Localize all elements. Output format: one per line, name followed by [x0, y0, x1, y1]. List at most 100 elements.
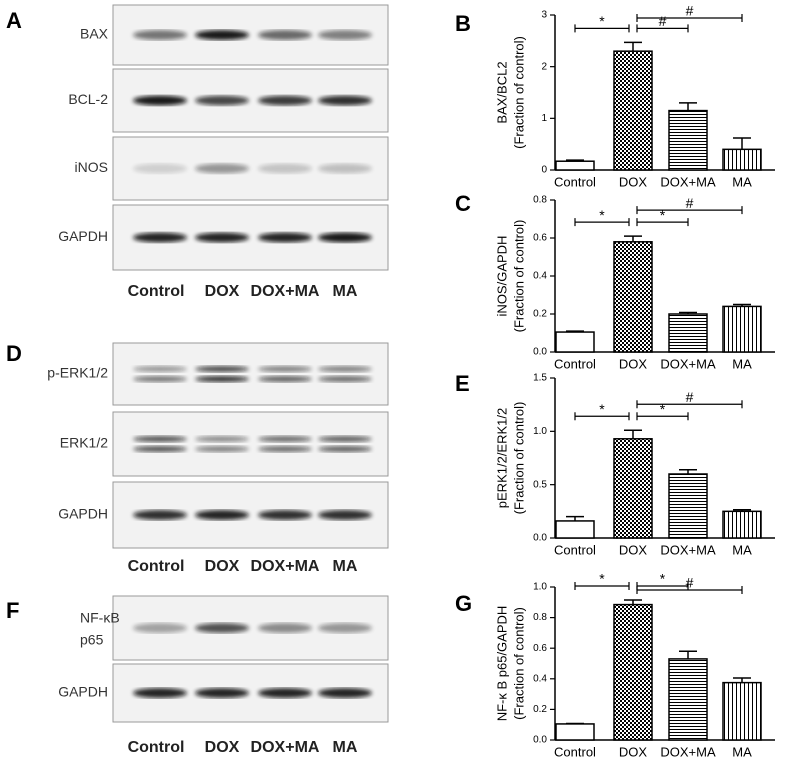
y-tick-label: 0 [541, 165, 547, 176]
blot-band [318, 688, 372, 698]
blot-band [133, 623, 187, 633]
bar [722, 305, 762, 353]
blot-band [318, 30, 372, 40]
significance-label: * [599, 13, 605, 29]
blot-band [318, 366, 372, 372]
blot-band [195, 446, 249, 452]
y-tick-label: 0.0 [533, 347, 547, 358]
significance-label: * [599, 401, 605, 417]
row-label: p65 [80, 632, 104, 648]
blot-band [133, 510, 187, 520]
significance-label: * [660, 401, 666, 417]
significance-label: * [599, 207, 605, 223]
bar [613, 50, 653, 171]
blot-band [195, 623, 249, 633]
row-label: GAPDH [58, 684, 108, 700]
x-tick-label: MA [732, 744, 752, 759]
panel-letter: D [6, 341, 22, 366]
lane-label: Control [128, 739, 185, 756]
blot-band [258, 95, 312, 106]
blot-band [195, 163, 249, 174]
blot-band [258, 436, 312, 442]
row-label: BAX [80, 26, 109, 42]
blot-band [195, 436, 249, 442]
bar [555, 331, 595, 353]
blot-band [195, 688, 249, 698]
blot-band [318, 232, 372, 243]
y-tick-label: 1 [541, 113, 547, 124]
blot-strip [112, 342, 389, 406]
row-label: NF-κB [80, 610, 120, 626]
blot-band [258, 376, 312, 382]
y-axis-label: BAX/BCL2 [494, 61, 509, 123]
blot-band [318, 623, 372, 633]
lane-label: MA [333, 558, 358, 575]
blot-band [195, 232, 249, 243]
y-axis-label: (Fraction of control) [511, 402, 526, 515]
lane-label: DOX+MA [251, 283, 320, 300]
y-tick-label: 0.6 [533, 643, 547, 654]
y-tick-label: 0.2 [533, 309, 547, 320]
y-tick-label: 0.4 [533, 271, 547, 282]
blot-band [133, 446, 187, 452]
significance-label: # [686, 3, 694, 19]
y-tick-label: 2 [541, 61, 547, 72]
panel-letter: E [455, 371, 470, 396]
x-tick-label: DOX+MA [660, 744, 716, 759]
bar [613, 603, 653, 741]
x-tick-label: DOX [619, 356, 648, 371]
blot-band [318, 376, 372, 382]
row-label: iNOS [75, 159, 108, 175]
row-label: GAPDH [58, 506, 108, 522]
y-tick-label: 0.0 [533, 533, 547, 544]
bar [668, 313, 708, 353]
y-tick-label: 0.8 [533, 612, 547, 623]
blot-band [258, 446, 312, 452]
bar [722, 148, 762, 171]
y-axis-label: (Fraction of control) [511, 607, 526, 720]
row-label: BCL-2 [68, 91, 108, 107]
y-tick-label: 0.6 [533, 233, 547, 244]
y-tick-label: 1.0 [533, 582, 547, 593]
x-tick-label: MA [732, 174, 752, 189]
panel-letter: F [6, 598, 19, 623]
blot-band [133, 376, 187, 382]
blot-band [258, 30, 312, 40]
lane-label: MA [333, 739, 358, 756]
bar [613, 241, 653, 353]
x-tick-label: DOX [619, 744, 648, 759]
panel-letter: C [455, 191, 471, 216]
x-tick-label: DOX [619, 542, 648, 557]
blot-band [133, 95, 187, 106]
bar [555, 723, 595, 741]
lane-label: Control [128, 558, 185, 575]
x-tick-label: Control [554, 542, 596, 557]
blot-band [258, 688, 312, 698]
bar [555, 160, 595, 171]
lane-label: Control [128, 283, 185, 300]
significance-label: # [686, 389, 694, 405]
row-label: p-ERK1/2 [47, 365, 108, 381]
x-tick-label: MA [732, 356, 752, 371]
blot-band [318, 95, 372, 106]
y-tick-label: 3 [541, 10, 547, 21]
blot-band [133, 366, 187, 372]
significance-label: * [660, 571, 666, 587]
bar [613, 438, 653, 539]
x-tick-label: Control [554, 174, 596, 189]
bar [722, 681, 762, 741]
y-axis-label: NF-κ B p65/GAPDH [494, 606, 509, 722]
panel-letter: G [455, 591, 472, 616]
x-tick-label: Control [554, 744, 596, 759]
blot-band [195, 376, 249, 382]
bar [668, 473, 708, 539]
lane-label: DOX [205, 558, 240, 575]
lane-label: DOX+MA [251, 558, 320, 575]
blot-band [318, 446, 372, 452]
significance-label: # [686, 575, 694, 591]
blot-strip [112, 411, 389, 477]
lane-label: DOX [205, 283, 240, 300]
blot-band [258, 623, 312, 633]
blot-band [258, 510, 312, 520]
